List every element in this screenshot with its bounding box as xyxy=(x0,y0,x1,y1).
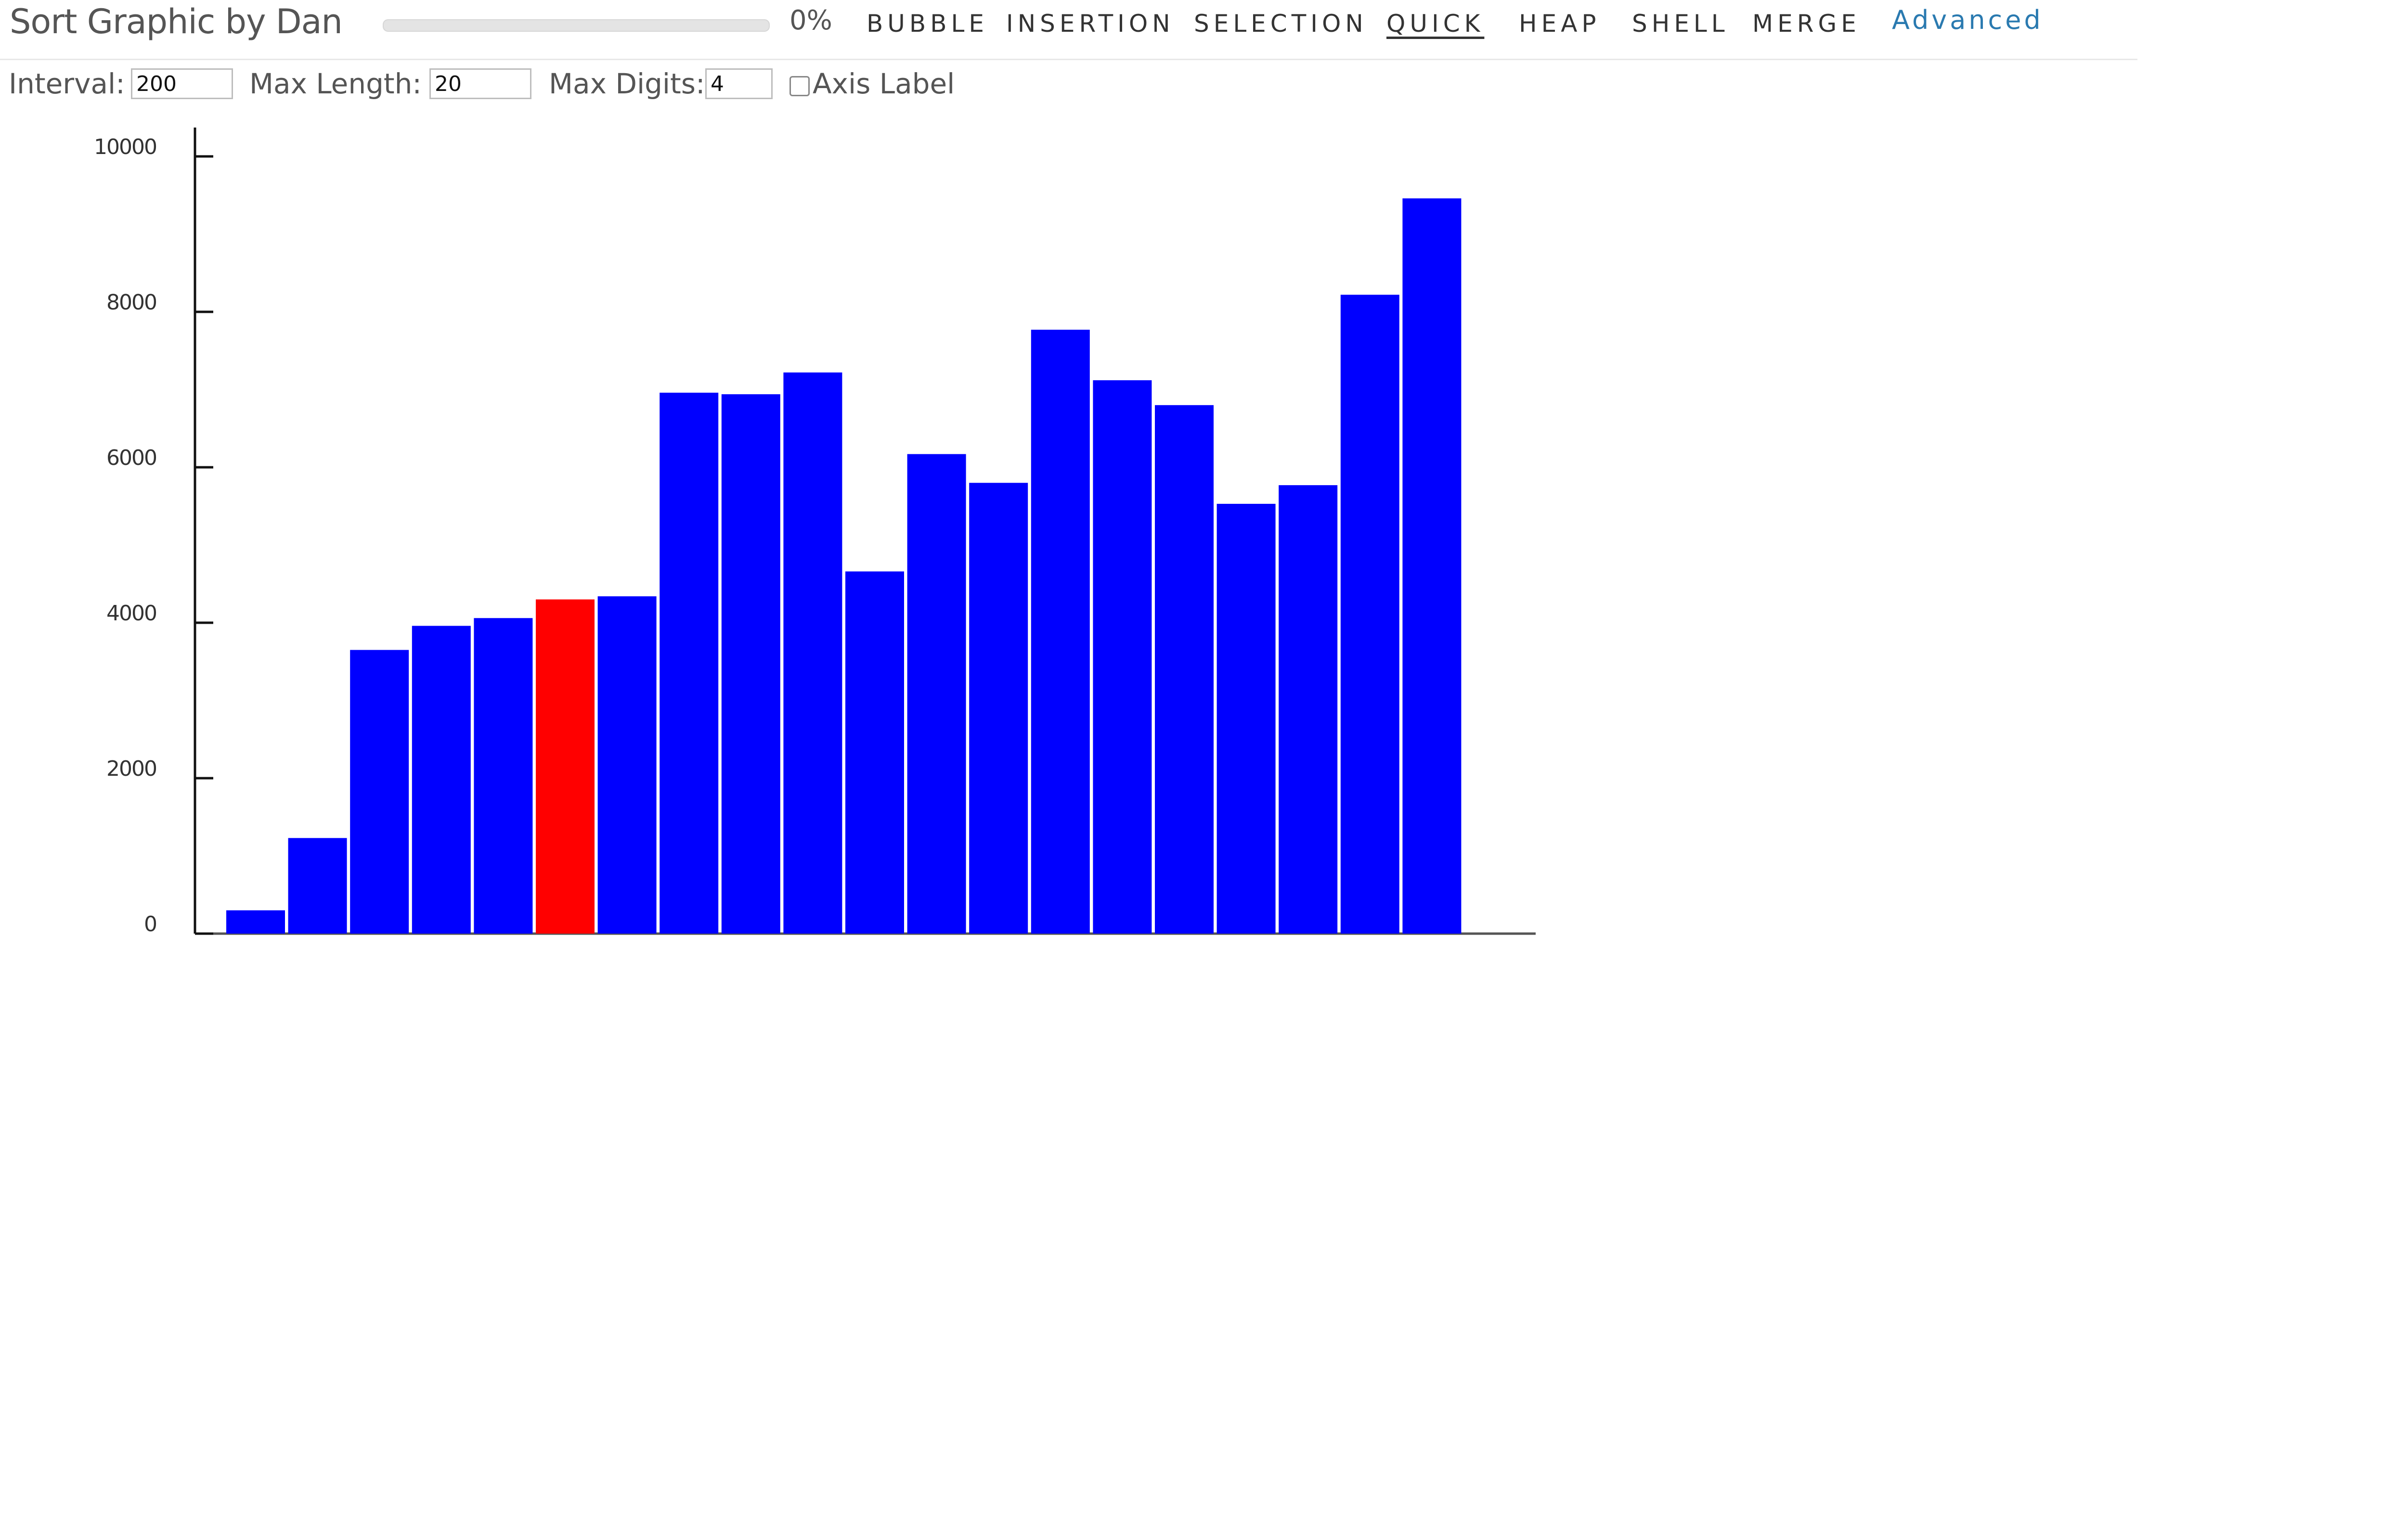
max-length-input[interactable] xyxy=(429,68,531,99)
bar xyxy=(907,454,966,934)
app-title: Sort Graphic by Dan xyxy=(10,2,343,41)
y-tick-label: 6000 xyxy=(106,446,156,470)
nav-quick[interactable]: QUICK xyxy=(1386,10,1485,38)
interval-label: Interval: xyxy=(9,67,125,100)
bar xyxy=(1340,295,1399,934)
bar xyxy=(1155,405,1214,934)
bar xyxy=(783,372,842,934)
controls-bar: Interval: Max Length: Max Digits: Axis L… xyxy=(0,63,1059,106)
bar xyxy=(969,483,1028,934)
bar xyxy=(474,618,533,934)
progress-percent: 0% xyxy=(789,5,832,36)
nav-shell[interactable]: SHELL xyxy=(1632,10,1729,38)
bar xyxy=(1402,198,1462,934)
axis-label-text: Axis Label xyxy=(813,67,955,100)
bar xyxy=(288,838,347,934)
bar xyxy=(226,910,285,934)
axis-label-checkbox[interactable] xyxy=(789,76,810,96)
interval-input[interactable] xyxy=(131,68,233,99)
nav-advanced[interactable]: Advanced xyxy=(1892,5,2044,35)
nav-merge[interactable]: MERGE xyxy=(1752,10,1861,38)
nav-heap[interactable]: HEAP xyxy=(1519,10,1601,38)
bars-group xyxy=(226,198,1462,934)
sort-bar-chart: 0 2000 4000 6000 8000 10000 xyxy=(94,128,1536,937)
bar-highlighted xyxy=(536,599,595,934)
max-digits-input[interactable] xyxy=(705,68,773,99)
y-tick-label: 2000 xyxy=(106,757,156,781)
progress-bar xyxy=(383,19,770,32)
y-tick-label: 4000 xyxy=(106,601,156,626)
bar xyxy=(412,626,471,934)
nav-selection[interactable]: SELECTION xyxy=(1194,10,1368,38)
bar xyxy=(845,571,904,934)
bar xyxy=(350,650,409,934)
header-bar: Sort Graphic by Dan 0% BUBBLE INSERTION … xyxy=(0,0,2137,60)
bar xyxy=(1093,380,1152,934)
y-tick-label: 8000 xyxy=(106,290,156,315)
nav-bubble[interactable]: BUBBLE xyxy=(867,10,988,38)
max-length-label: Max Length: xyxy=(249,67,422,100)
bar xyxy=(1216,503,1276,934)
y-tick-label: 10000 xyxy=(94,135,156,159)
bar xyxy=(1279,485,1338,934)
bar xyxy=(660,392,719,934)
bar xyxy=(721,394,780,934)
bar xyxy=(597,596,657,934)
max-digits-label: Max Digits: xyxy=(549,67,705,100)
bar xyxy=(1031,330,1090,934)
nav-insertion[interactable]: INSERTION xyxy=(1006,10,1175,38)
y-tick-label: 0 xyxy=(144,912,156,937)
